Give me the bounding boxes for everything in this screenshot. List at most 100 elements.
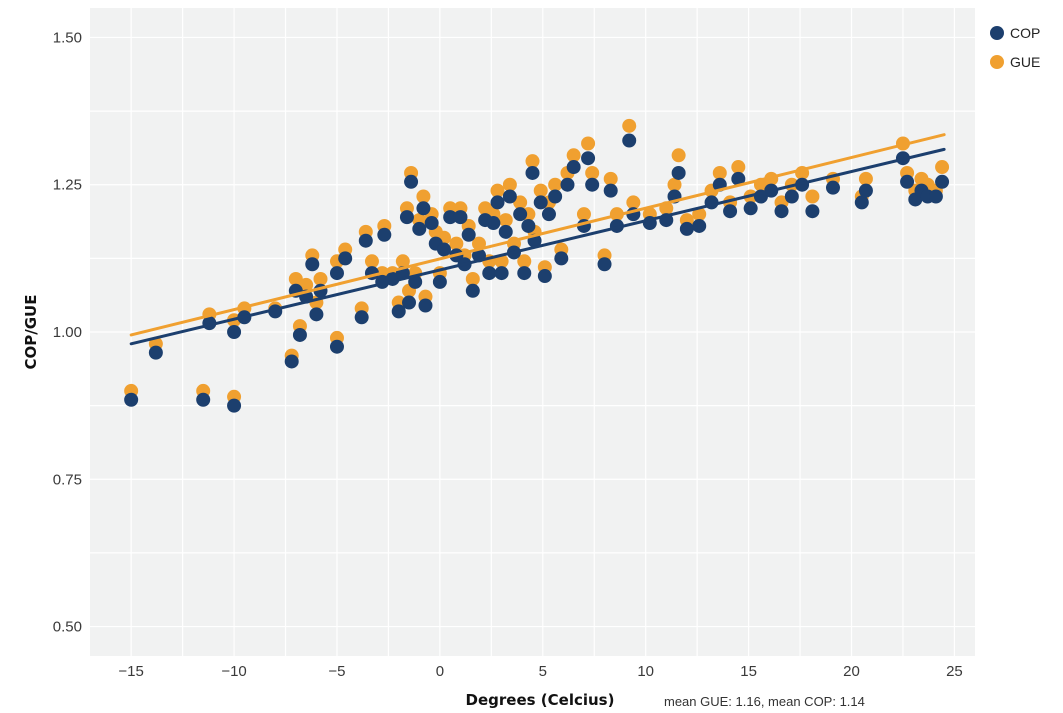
data-point-cop [928, 189, 943, 204]
data-point-gue [395, 254, 410, 269]
x-tick-label: 20 [843, 663, 860, 680]
x-tick-label: −10 [221, 663, 246, 680]
data-point-gue [513, 195, 528, 210]
series-cop [124, 133, 950, 413]
x-tick-label: 15 [740, 663, 757, 680]
data-point-gue [731, 160, 746, 175]
data-point-cop [408, 274, 423, 289]
data-point-cop [391, 304, 406, 319]
data-point-cop [443, 210, 458, 225]
data-point-cop [284, 354, 299, 369]
data-point-cop [560, 177, 575, 192]
grid [90, 8, 975, 656]
data-point-gue [626, 195, 641, 210]
data-point-cop [622, 133, 637, 148]
data-point-gue [548, 177, 563, 192]
x-tick-label: −5 [328, 663, 345, 680]
data-point-cop [437, 242, 451, 257]
data-point-gue [525, 154, 540, 169]
data-point-cop [671, 165, 686, 180]
data-point-cop [399, 210, 414, 225]
data-point-cop [537, 269, 552, 284]
data-point-cop [482, 266, 497, 281]
data-point-cop [805, 204, 820, 219]
data-point-gue [712, 165, 727, 180]
chart-note: mean GUE: 1.16, mean COP: 1.14 [664, 694, 865, 709]
data-point-cop [227, 398, 242, 413]
data-point-cop [432, 274, 447, 289]
data-point-cop [305, 257, 320, 272]
x-tick-label: −15 [118, 663, 143, 680]
data-point-cop [585, 177, 600, 192]
data-point-cop [784, 189, 799, 204]
data-point-cop [858, 183, 873, 198]
data-point-gue [858, 171, 873, 186]
data-point-cop [517, 266, 532, 281]
data-point-cop [521, 218, 536, 233]
x-tick-label: 5 [539, 663, 547, 680]
data-point-cop [354, 310, 369, 325]
data-point-cop [723, 204, 738, 219]
data-point-gue [416, 189, 431, 204]
data-point-gue [576, 207, 591, 222]
data-point-cop [196, 392, 211, 407]
data-point-cop [603, 183, 618, 198]
data-point-gue [498, 213, 513, 228]
data-point-cop [679, 221, 694, 236]
data-point-gue [805, 189, 820, 204]
data-point-cop [597, 257, 612, 272]
data-point-gue [502, 177, 517, 192]
data-point-cop [292, 327, 307, 342]
data-point-gue [603, 171, 618, 186]
data-point-gue [494, 254, 509, 269]
data-point-gue [299, 277, 314, 292]
data-point-cop [338, 251, 353, 266]
data-point-cop [329, 266, 344, 281]
data-point-cop [774, 204, 789, 219]
data-point-cop [502, 189, 517, 204]
data-point-cop [404, 174, 419, 189]
x-tick-label: 10 [637, 663, 654, 680]
data-point-cop [148, 345, 163, 360]
data-point-cop [424, 216, 439, 231]
y-tick-label: 1.50 [53, 29, 82, 46]
trend-line-cop [129, 147, 946, 346]
legend-label-gue: GUE [1010, 54, 1040, 70]
data-point-cop [486, 216, 501, 231]
data-point-cop [692, 218, 707, 233]
data-point-cop [533, 195, 548, 210]
data-point-gue [692, 207, 707, 222]
data-point-gue [585, 165, 600, 180]
data-point-gue [517, 254, 532, 269]
legend: COP GUE [990, 25, 1040, 70]
x-tick-label: 25 [946, 663, 963, 680]
data-point-gue [667, 177, 682, 192]
data-point-cop [900, 174, 915, 189]
data-point-cop [731, 171, 746, 186]
y-tick-label: 0.75 [53, 471, 82, 488]
data-point-cop [416, 201, 431, 216]
data-point-cop [513, 207, 528, 222]
data-point-gue [671, 148, 686, 163]
y-axis-title: COP/GUE [22, 295, 40, 370]
data-point-cop [581, 151, 596, 166]
legend-marker-gue [990, 55, 1004, 69]
legend-label-cop: COP [1010, 25, 1040, 41]
x-tick-label: 0 [436, 663, 444, 680]
legend-marker-cop [990, 26, 1004, 40]
data-point-cop [490, 195, 505, 210]
y-tick-label: 1.25 [53, 177, 82, 194]
data-point-cop [453, 210, 468, 225]
data-point-cop [566, 160, 581, 175]
data-point-cop [465, 283, 480, 298]
data-point-cop [494, 266, 509, 281]
data-point-cop [825, 180, 840, 195]
y-axis-ticks: 0.50 0.75 1.00 1.25 1.50 [53, 29, 82, 635]
data-point-gue [490, 183, 505, 198]
data-point-cop [329, 339, 344, 354]
data-point-gue [465, 271, 480, 286]
y-tick-label: 0.50 [53, 619, 82, 636]
data-point-cop [412, 221, 427, 236]
data-point-gue [581, 136, 596, 151]
